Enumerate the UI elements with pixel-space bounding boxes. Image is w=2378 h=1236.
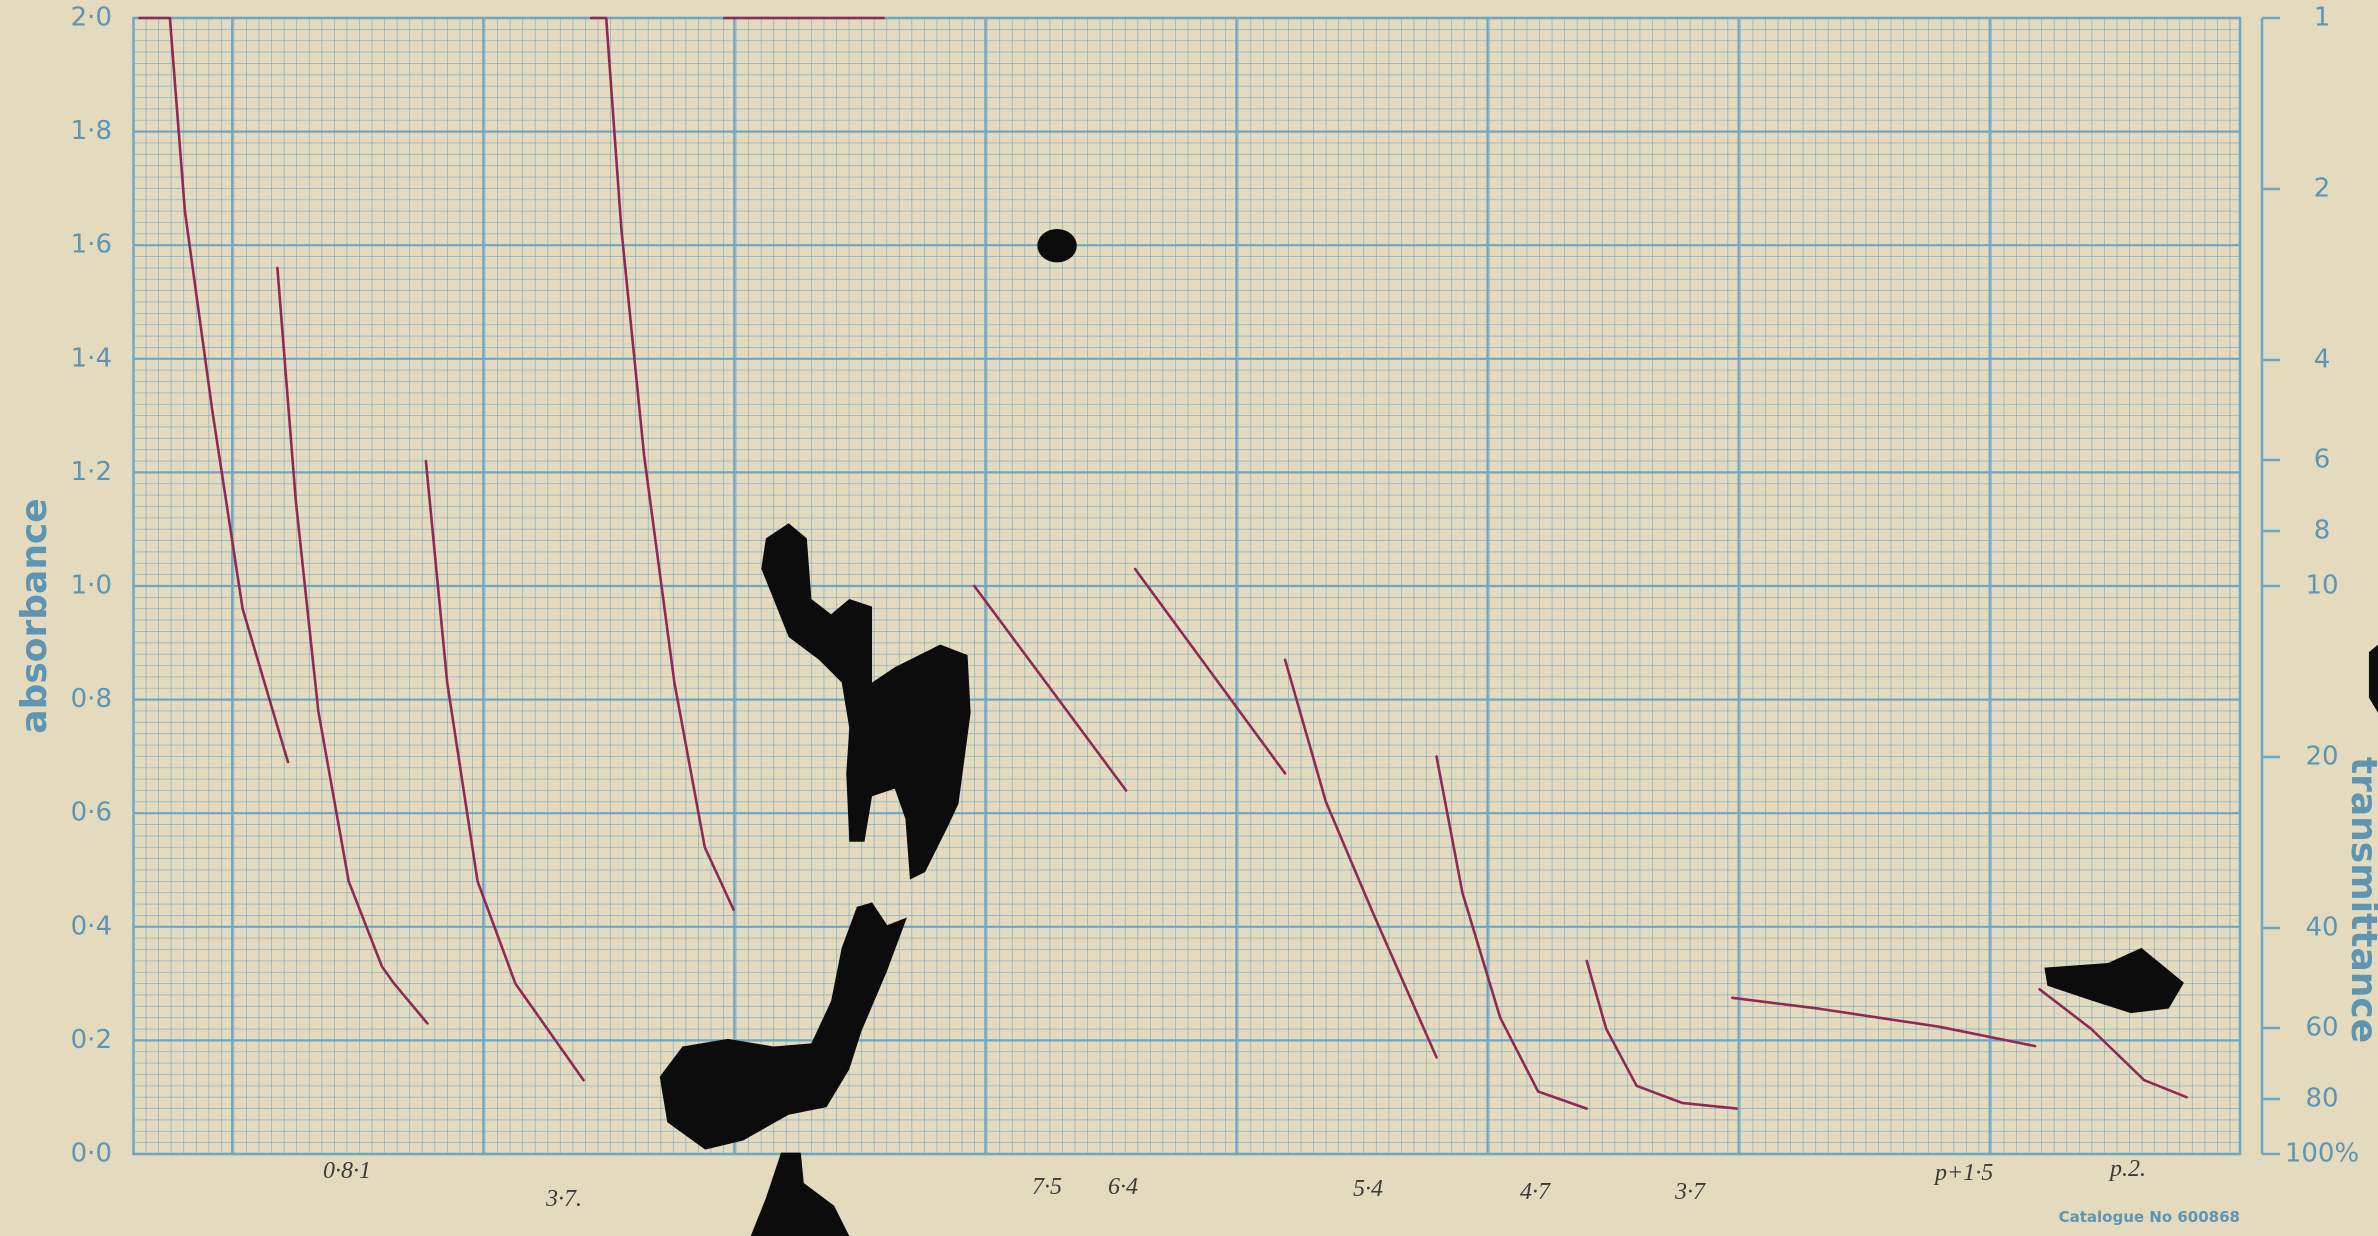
trace (2038, 988, 2188, 1099)
y2-tick-label: 1 (2314, 3, 2331, 33)
annotation: 0·8·1 (323, 1158, 371, 1184)
trace (973, 584, 1128, 792)
y-tick-label: 1·2 (71, 457, 112, 487)
annotation: p+1·5 (1933, 1160, 1993, 1186)
y2-tick-label: 8 (2314, 515, 2331, 545)
trace (1730, 996, 2037, 1048)
trace (589, 16, 735, 912)
y-tick-label: 1·6 (71, 230, 112, 260)
footer: Catalogue No 600868 (2059, 1208, 2240, 1226)
y-tick-label: 0·4 (71, 911, 112, 941)
trace (424, 459, 585, 1082)
y2-tick-label: 60 (2305, 1012, 2338, 1042)
hole (2368, 644, 2378, 713)
trace (1585, 959, 1738, 1110)
y-tick-label: 2·0 (71, 3, 112, 33)
y-tick-label: 1·0 (71, 571, 112, 601)
y2-tick-label: 20 (2305, 741, 2338, 771)
y-tick-label: 0·6 (71, 798, 112, 828)
hole (1037, 229, 1077, 263)
y2-tick-label: 10 (2305, 571, 2338, 601)
trace (1133, 567, 1287, 775)
annotation: 7·5 (1032, 1174, 1062, 1200)
y-tick-label: 1·8 (71, 116, 112, 146)
hole (659, 902, 907, 1150)
trace (1283, 658, 1438, 1059)
trace (138, 16, 290, 764)
y2-tick-label: 100% (2285, 1139, 2359, 1169)
holes (659, 229, 2378, 1236)
y-tick-label: 0·2 (71, 1025, 112, 1055)
annotation: 3·7 (1674, 1179, 1706, 1205)
trace (276, 266, 429, 1025)
annotation: p.2. (2108, 1156, 2146, 1182)
y2-tick-label: 2 (2314, 173, 2331, 203)
annotation: 6·4 (1108, 1174, 1138, 1200)
y2-tick-label: 40 (2305, 912, 2338, 942)
hole (761, 523, 971, 880)
annotation: 4·7 (1520, 1179, 1551, 1205)
y-tick-label: 1·4 (71, 343, 112, 373)
trace (1435, 755, 1588, 1110)
y-tick-label: 0·8 (71, 684, 112, 714)
hole (750, 1152, 850, 1236)
hole (2044, 947, 2184, 1014)
traces (138, 16, 2188, 1110)
y2-tick-label: 80 (2305, 1083, 2338, 1113)
annotation: 5·4 (1353, 1176, 1383, 1202)
y2-tick-label: 4 (2314, 344, 2331, 374)
y-tick-label: 0·0 (71, 1139, 112, 1169)
y2-axis-label: transmittance (2343, 757, 2378, 1043)
annotation: 3·7. (545, 1186, 582, 1212)
grid (132, 16, 2280, 1156)
y-axis-label: absorbance (14, 498, 55, 733)
y2-tick-label: 6 (2314, 444, 2331, 474)
